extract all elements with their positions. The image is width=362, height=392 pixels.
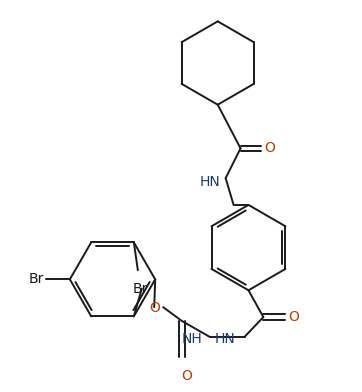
Text: Br: Br (132, 282, 147, 296)
Text: HN: HN (215, 332, 236, 346)
Text: NH: NH (182, 332, 203, 346)
Text: O: O (288, 310, 299, 324)
Text: O: O (264, 142, 275, 155)
Text: O: O (181, 368, 192, 383)
Text: Br: Br (29, 272, 44, 286)
Text: HN: HN (200, 175, 220, 189)
Text: O: O (149, 301, 160, 315)
